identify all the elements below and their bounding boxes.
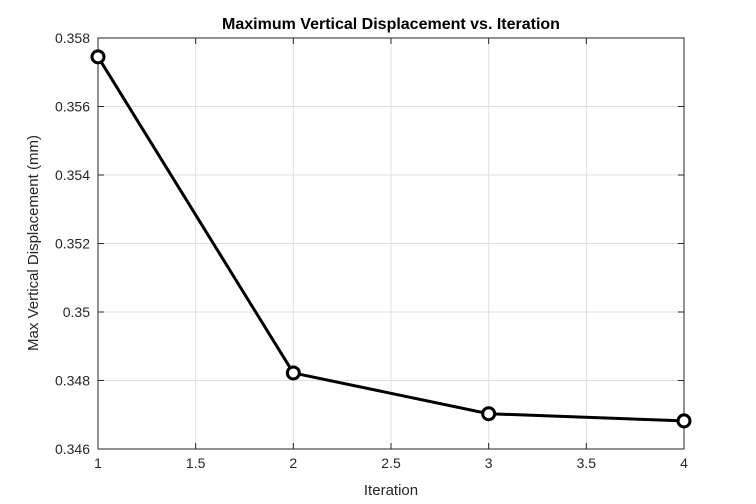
tick-labels: 1 1.5 2 2.5 3 3.5 4 0.346 0.348 0.35 0.352 0.354 0.3… <box>55 30 688 471</box>
x-tick-label: 3 <box>485 455 493 471</box>
y-tick-label: 0.348 <box>55 373 90 389</box>
y-tick-label: 0.346 <box>55 441 90 457</box>
data-point-marker <box>285 365 301 381</box>
data-point-marker <box>481 406 497 422</box>
y-tick-label: 0.356 <box>55 99 90 115</box>
axis-ticks <box>97 37 685 450</box>
x-tick-label: 4 <box>680 455 688 471</box>
data-point-marker <box>676 413 692 429</box>
x-axis-label: Iteration <box>364 482 418 499</box>
x-tick-label: 1 <box>94 455 102 471</box>
data-series <box>90 49 692 429</box>
y-tick-label: 0.352 <box>55 236 90 252</box>
y-tick-label: 0.35 <box>63 304 90 320</box>
x-tick-label: 2.5 <box>381 455 401 471</box>
x-tick-label: 1.5 <box>186 455 206 471</box>
y-tick-label: 0.354 <box>55 167 90 183</box>
grid-lines <box>97 37 685 450</box>
y-axis-label: Max Vertical Displacement (mm) <box>25 135 42 351</box>
data-point-marker <box>90 49 106 65</box>
chart-title: Maximum Vertical Displacement vs. Iterat… <box>222 16 560 33</box>
series-line <box>96 55 686 423</box>
y-tick-label: 0.358 <box>55 30 90 46</box>
x-tick-label: 2 <box>289 455 297 471</box>
x-tick-label: 3.5 <box>577 455 597 471</box>
